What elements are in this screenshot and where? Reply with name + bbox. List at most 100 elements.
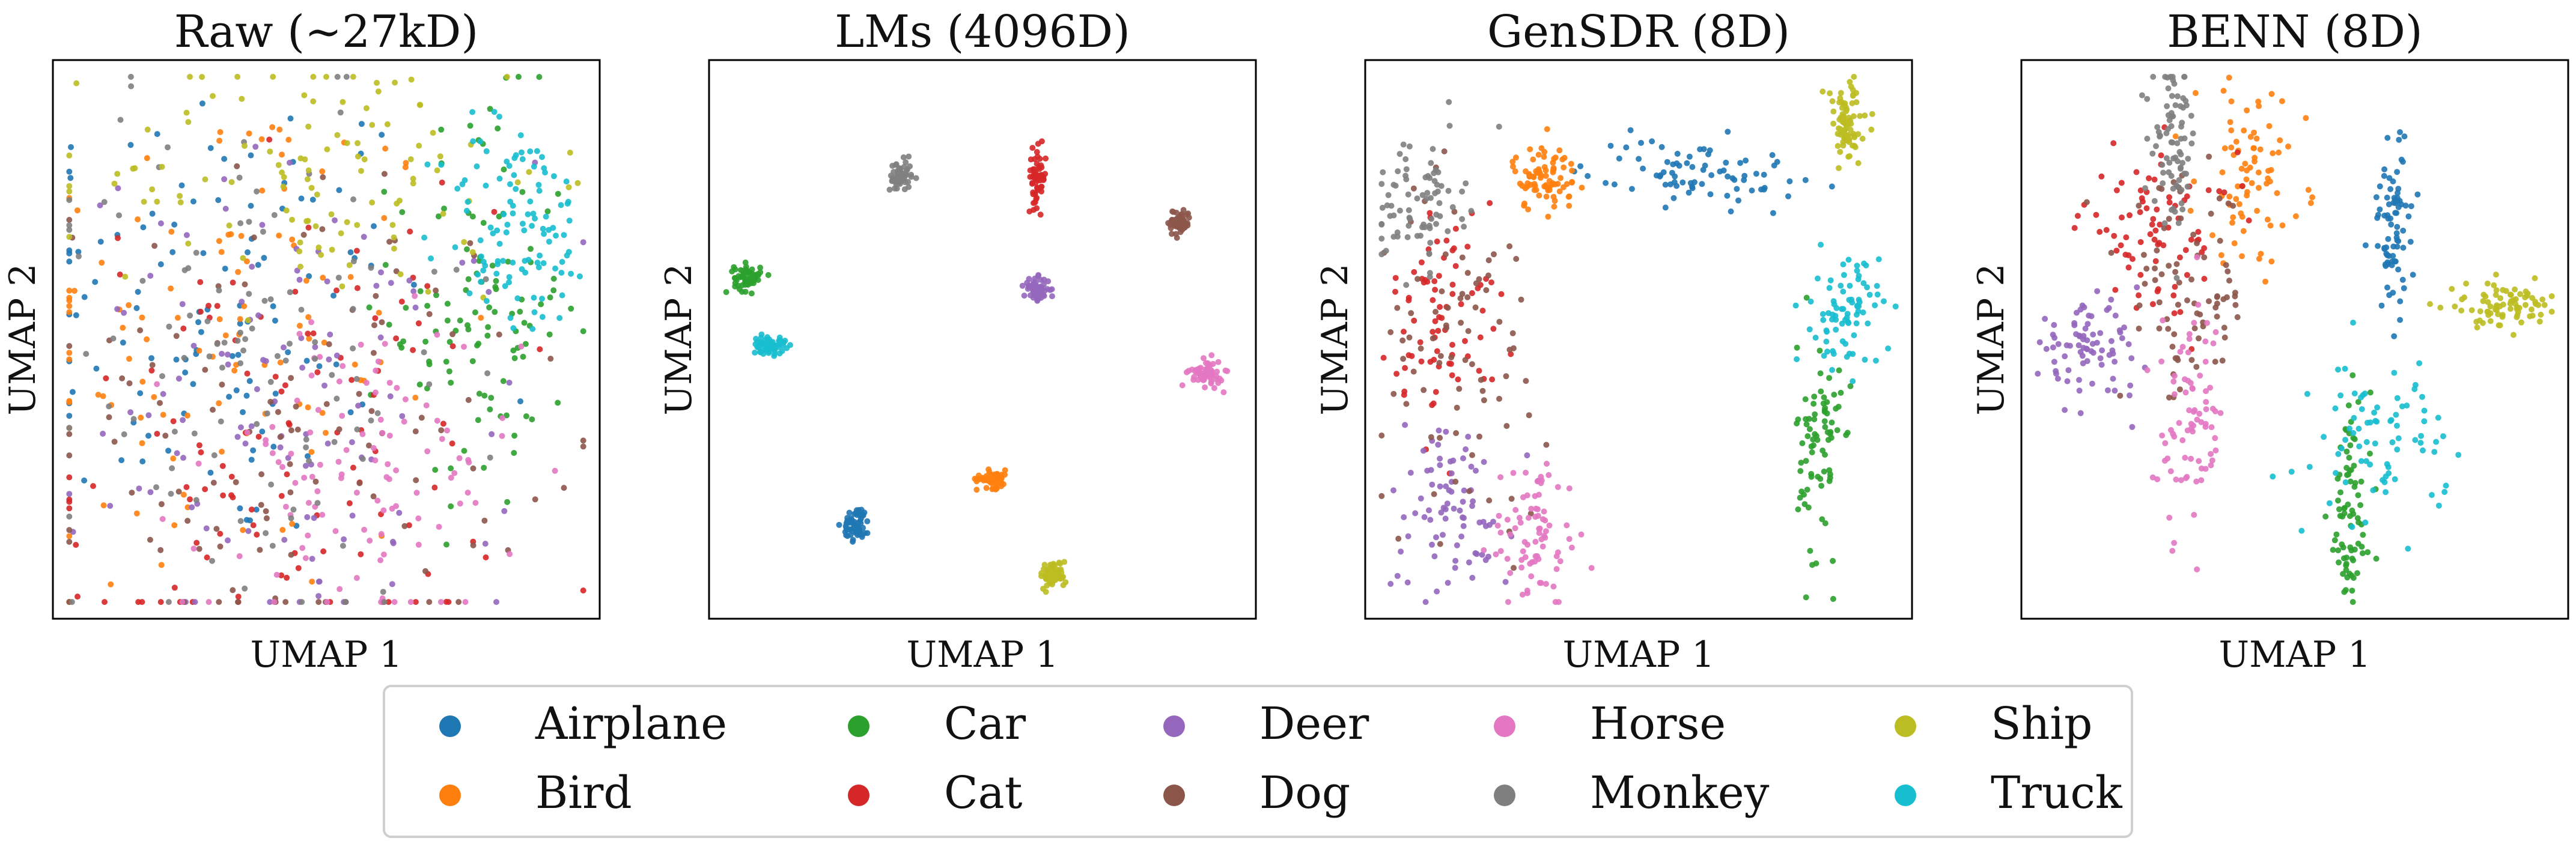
data-point xyxy=(2221,334,2228,341)
data-point xyxy=(1433,309,1439,315)
data-point xyxy=(2081,304,2087,311)
data-point xyxy=(2076,377,2082,383)
data-point xyxy=(210,479,217,486)
data-point xyxy=(1062,579,1069,586)
data-point xyxy=(1838,282,1844,289)
data-point xyxy=(294,427,301,433)
data-point xyxy=(1561,164,1567,171)
data-point xyxy=(326,341,332,347)
data-point xyxy=(430,130,436,136)
data-point xyxy=(2179,206,2186,213)
data-point xyxy=(553,232,559,239)
data-point xyxy=(1044,573,1050,580)
data-point xyxy=(1405,294,1412,301)
data-point xyxy=(1539,516,1546,523)
data-point xyxy=(399,209,406,216)
data-point xyxy=(766,348,772,355)
data-point xyxy=(2499,312,2506,318)
data-point xyxy=(1476,519,1483,526)
data-point xyxy=(1431,170,1437,177)
y-axis-label: UMAP 2 xyxy=(2,264,44,416)
plot-frame xyxy=(708,59,1257,620)
data-point xyxy=(1524,452,1530,458)
data-point xyxy=(1795,416,1801,423)
data-point xyxy=(1497,548,1504,554)
data-point xyxy=(380,589,386,595)
data-point xyxy=(305,404,311,411)
series-ship xyxy=(1038,559,1069,595)
data-point xyxy=(1392,183,1399,189)
data-point xyxy=(233,387,240,393)
data-point xyxy=(2071,320,2078,326)
data-point xyxy=(2332,405,2339,411)
data-point xyxy=(2244,167,2250,174)
data-point xyxy=(1179,382,1186,389)
data-point xyxy=(350,196,356,202)
data-point xyxy=(304,514,311,520)
data-point xyxy=(2176,254,2183,261)
data-point xyxy=(306,458,312,464)
data-point xyxy=(308,372,315,379)
data-point xyxy=(1845,257,1852,263)
data-point xyxy=(2159,433,2166,439)
data-point xyxy=(1658,144,1665,150)
data-point xyxy=(2401,285,2407,291)
data-point xyxy=(2171,372,2178,379)
data-point xyxy=(344,219,350,225)
data-point xyxy=(2166,216,2172,222)
data-point xyxy=(2491,282,2497,288)
data-point xyxy=(1859,135,1866,142)
data-point xyxy=(580,443,586,450)
data-point xyxy=(241,303,248,309)
data-point xyxy=(110,335,117,342)
data-point xyxy=(336,426,343,433)
data-point xyxy=(434,167,440,174)
data-point xyxy=(2380,477,2386,484)
data-point xyxy=(2385,464,2392,470)
data-point xyxy=(177,199,184,205)
data-point xyxy=(1429,541,1435,548)
data-point xyxy=(97,238,104,245)
data-point xyxy=(2459,296,2465,303)
data-point xyxy=(234,338,241,344)
data-point xyxy=(1472,304,1479,311)
data-point xyxy=(2242,160,2249,167)
data-point xyxy=(2051,322,2057,328)
data-point xyxy=(558,202,564,208)
data-point xyxy=(2383,489,2389,496)
data-point xyxy=(2192,90,2199,96)
data-point xyxy=(287,159,293,166)
data-point xyxy=(380,507,387,514)
data-point xyxy=(199,100,206,107)
data-point xyxy=(2156,299,2163,306)
data-point xyxy=(1508,496,1515,502)
data-point xyxy=(1419,192,1426,198)
data-point xyxy=(216,316,223,323)
data-point xyxy=(1854,263,1860,269)
data-point xyxy=(1464,294,1471,300)
chart-title: GenSDR (8D) xyxy=(1487,6,1790,58)
data-point xyxy=(1442,506,1449,512)
data-point xyxy=(546,331,553,338)
data-point xyxy=(465,276,472,282)
data-point xyxy=(2309,194,2316,201)
data-point xyxy=(255,312,261,318)
data-point xyxy=(303,278,309,284)
data-point xyxy=(886,186,893,193)
data-point xyxy=(221,176,228,183)
data-point xyxy=(2191,512,2197,518)
data-point xyxy=(302,555,309,562)
data-point xyxy=(1431,178,1438,184)
data-point xyxy=(440,210,446,217)
data-point xyxy=(2207,384,2213,391)
data-point xyxy=(2435,502,2442,509)
data-point xyxy=(206,353,213,360)
chart-title: Raw (~27kD) xyxy=(174,6,478,58)
data-point xyxy=(135,216,141,223)
data-point xyxy=(1579,184,1585,191)
data-point xyxy=(1761,171,1767,178)
data-point xyxy=(2194,310,2200,317)
data-point xyxy=(1445,305,1451,311)
data-point xyxy=(305,167,312,174)
data-point xyxy=(1819,448,1826,454)
